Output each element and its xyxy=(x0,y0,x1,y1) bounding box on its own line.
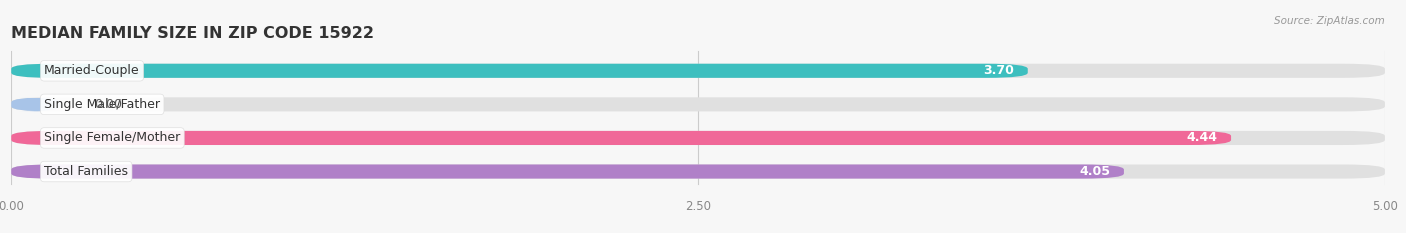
Text: 0.00: 0.00 xyxy=(94,98,122,111)
FancyBboxPatch shape xyxy=(11,97,60,111)
Text: Single Male/Father: Single Male/Father xyxy=(44,98,160,111)
Text: MEDIAN FAMILY SIZE IN ZIP CODE 15922: MEDIAN FAMILY SIZE IN ZIP CODE 15922 xyxy=(11,26,374,41)
FancyBboxPatch shape xyxy=(11,131,1385,145)
Text: 3.70: 3.70 xyxy=(983,64,1014,77)
Text: Total Families: Total Families xyxy=(44,165,128,178)
Text: 4.05: 4.05 xyxy=(1080,165,1111,178)
FancyBboxPatch shape xyxy=(11,97,1385,111)
FancyBboxPatch shape xyxy=(11,164,1385,178)
Text: Single Female/Mother: Single Female/Mother xyxy=(44,131,180,144)
FancyBboxPatch shape xyxy=(11,164,1123,178)
FancyBboxPatch shape xyxy=(11,64,1028,78)
Text: Married-Couple: Married-Couple xyxy=(44,64,139,77)
FancyBboxPatch shape xyxy=(11,64,1385,78)
Text: Source: ZipAtlas.com: Source: ZipAtlas.com xyxy=(1274,16,1385,26)
Text: 4.44: 4.44 xyxy=(1187,131,1218,144)
FancyBboxPatch shape xyxy=(11,131,1232,145)
